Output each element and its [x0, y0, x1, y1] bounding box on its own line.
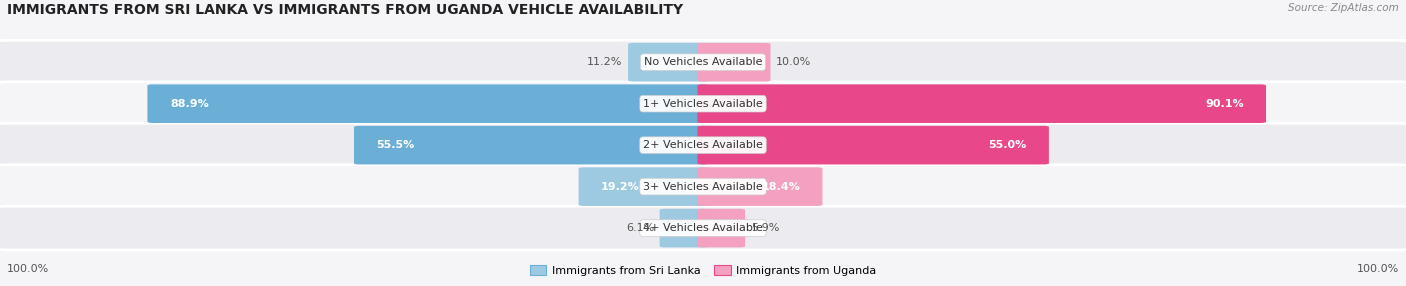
- Text: 2+ Vehicles Available: 2+ Vehicles Available: [643, 140, 763, 150]
- Text: 19.2%: 19.2%: [602, 182, 640, 192]
- FancyBboxPatch shape: [628, 43, 709, 82]
- FancyBboxPatch shape: [0, 40, 1406, 84]
- FancyBboxPatch shape: [354, 126, 709, 164]
- Text: 88.9%: 88.9%: [170, 99, 208, 109]
- Text: 55.0%: 55.0%: [988, 140, 1026, 150]
- FancyBboxPatch shape: [697, 84, 1265, 123]
- Text: 6.1%: 6.1%: [626, 223, 654, 233]
- Text: Source: ZipAtlas.com: Source: ZipAtlas.com: [1288, 3, 1399, 13]
- Text: 100.0%: 100.0%: [7, 264, 49, 274]
- Text: 18.4%: 18.4%: [761, 182, 800, 192]
- FancyBboxPatch shape: [0, 82, 1406, 126]
- Text: 10.0%: 10.0%: [776, 57, 811, 67]
- FancyBboxPatch shape: [697, 209, 745, 247]
- FancyBboxPatch shape: [148, 84, 709, 123]
- Text: 1+ Vehicles Available: 1+ Vehicles Available: [643, 99, 763, 109]
- Text: 5.9%: 5.9%: [751, 223, 779, 233]
- Text: 11.2%: 11.2%: [588, 57, 623, 67]
- Text: 3+ Vehicles Available: 3+ Vehicles Available: [643, 182, 763, 192]
- FancyBboxPatch shape: [659, 209, 709, 247]
- Text: 55.5%: 55.5%: [377, 140, 415, 150]
- Text: No Vehicles Available: No Vehicles Available: [644, 57, 762, 67]
- FancyBboxPatch shape: [697, 126, 1049, 164]
- Text: IMMIGRANTS FROM SRI LANKA VS IMMIGRANTS FROM UGANDA VEHICLE AVAILABILITY: IMMIGRANTS FROM SRI LANKA VS IMMIGRANTS …: [7, 3, 683, 17]
- Text: 100.0%: 100.0%: [1357, 264, 1399, 274]
- FancyBboxPatch shape: [579, 167, 709, 206]
- FancyBboxPatch shape: [0, 123, 1406, 167]
- Legend: Immigrants from Sri Lanka, Immigrants from Uganda: Immigrants from Sri Lanka, Immigrants fr…: [526, 261, 880, 281]
- FancyBboxPatch shape: [0, 206, 1406, 250]
- Text: 4+ Vehicles Available: 4+ Vehicles Available: [643, 223, 763, 233]
- Text: 90.1%: 90.1%: [1205, 99, 1243, 109]
- FancyBboxPatch shape: [697, 43, 770, 82]
- FancyBboxPatch shape: [0, 165, 1406, 208]
- FancyBboxPatch shape: [697, 167, 823, 206]
